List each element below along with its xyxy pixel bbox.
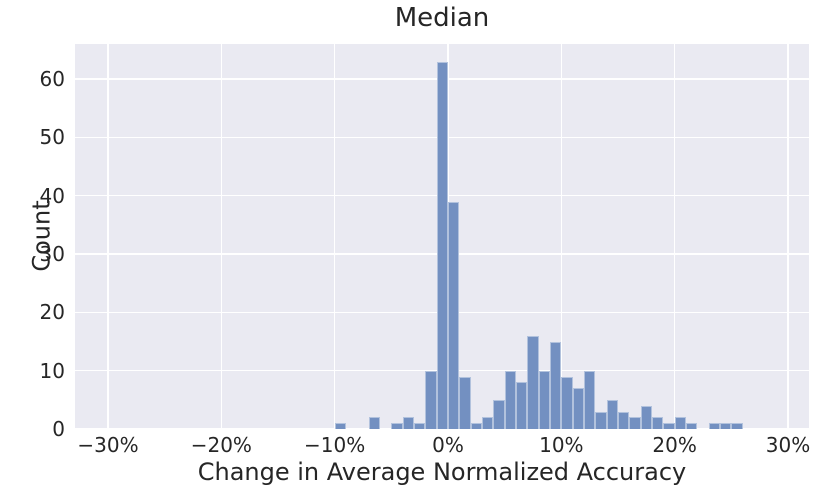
- histogram-bar: [572, 388, 584, 429]
- histogram-bar: [391, 423, 403, 429]
- histogram-bar: [538, 370, 550, 429]
- x-tick-label--10: −10%: [304, 433, 366, 457]
- histogram-bar: [561, 376, 573, 429]
- histogram-bar: [584, 370, 596, 429]
- y-tick-label-10: 10: [39, 358, 65, 383]
- histogram-bar: [550, 341, 562, 429]
- histogram-bar: [618, 411, 630, 429]
- histogram-bar: [425, 370, 437, 429]
- gridline-x-0: [447, 44, 449, 429]
- x-tick-label-0: 0%: [432, 433, 464, 457]
- histogram-bar: [402, 417, 414, 429]
- y-tick-label-60: 60: [39, 67, 65, 91]
- x-tick-label-30: 30%: [765, 433, 811, 457]
- histogram-bar: [448, 201, 460, 429]
- x-tick-label-20: 20%: [652, 433, 697, 457]
- histogram-bar: [652, 417, 664, 429]
- x-axis-label: Change in Average Normalized Accuracy: [197, 458, 687, 486]
- histogram-bar: [674, 417, 686, 429]
- x-tick-label-10: 10%: [539, 433, 584, 457]
- histogram-bar: [720, 423, 732, 429]
- histogram-bar: [527, 335, 539, 429]
- histogram-bar: [334, 423, 346, 429]
- chart-title: Median: [394, 3, 490, 33]
- histogram-bar: [686, 423, 698, 429]
- histogram-bar: [459, 376, 471, 429]
- histogram-bar: [663, 423, 675, 429]
- y-tick-label-20: 20: [39, 300, 65, 325]
- gridline-x--20: [220, 44, 223, 429]
- histogram-bar: [470, 423, 482, 429]
- histogram-bar: [606, 399, 618, 429]
- y-tick-label-40: 40: [39, 183, 65, 208]
- histogram-bar: [731, 423, 743, 429]
- x-tick-label--30: −30%: [77, 433, 139, 457]
- gridline-x-10: [560, 44, 563, 429]
- histogram-bar: [595, 411, 607, 429]
- histogram-bar: [436, 61, 448, 429]
- gridline-x-20: [673, 44, 676, 429]
- y-tick-label-30: 30: [39, 242, 65, 266]
- histogram-bar: [414, 423, 426, 429]
- plot-area: [75, 44, 809, 430]
- histogram-bar: [629, 417, 641, 429]
- histogram-bar: [493, 399, 505, 429]
- x-tick-label--20: −20%: [190, 433, 252, 457]
- histogram-bar: [640, 405, 652, 429]
- histogram-bar: [516, 382, 528, 429]
- gridline-x--30: [107, 44, 109, 429]
- y-tick-label-0: 0: [52, 417, 65, 441]
- gridline-x-30: [787, 44, 789, 429]
- y-tick-label-50: 50: [39, 125, 65, 150]
- histogram-bar: [368, 417, 380, 429]
- gridline-x--10: [333, 44, 336, 429]
- histogram-bar: [504, 370, 516, 429]
- histogram-bar: [482, 417, 494, 429]
- histogram-bar: [708, 423, 720, 429]
